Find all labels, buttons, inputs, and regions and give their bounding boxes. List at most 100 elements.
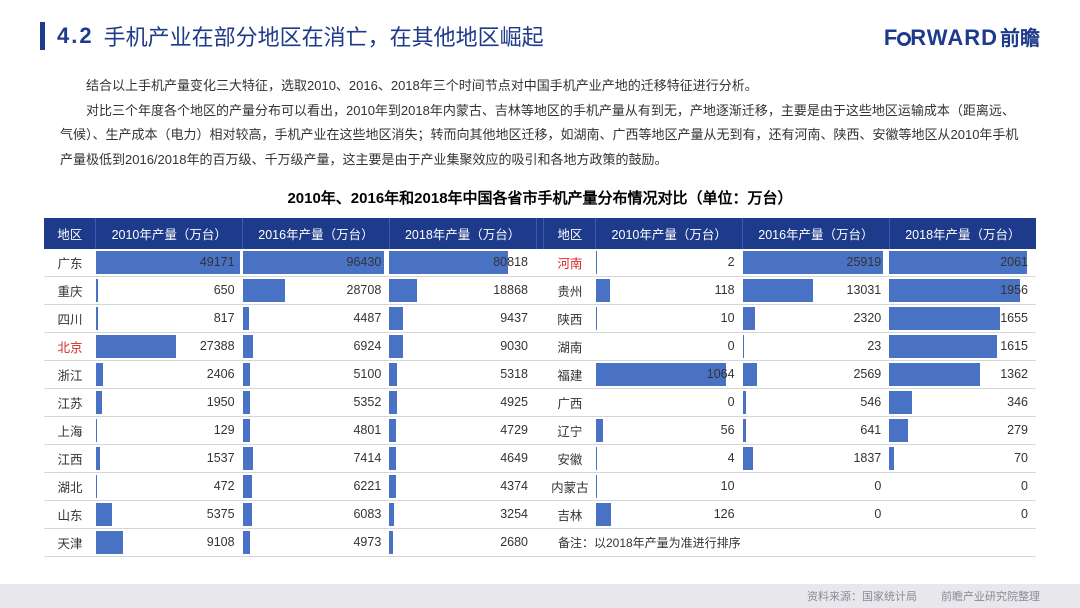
region-cell: 安徽 xyxy=(544,444,596,472)
bar-cell: 650 xyxy=(96,276,243,304)
th-2018-l: 2018年产量（万台） xyxy=(389,218,536,249)
bar-cell: 6924 xyxy=(243,332,390,360)
table-row: 广东 49171 96430 80818 河南 2 25919 2061 xyxy=(44,249,1036,277)
bar-cell: 472 xyxy=(96,472,243,500)
th-2010-l: 2010年产量（万台） xyxy=(96,218,243,249)
gap-cell xyxy=(536,472,544,500)
bar-cell: 0 xyxy=(889,472,1036,500)
gap-cell xyxy=(536,276,544,304)
gap-cell xyxy=(536,249,544,277)
chart-title: 2010年、2016年和2018年中国各省市手机产量分布情况对比（单位：万台） xyxy=(0,187,1080,208)
gap-cell xyxy=(536,500,544,528)
footer-org: 前瞻产业研究院整理 xyxy=(941,588,1040,604)
table-row: 江苏 1950 5352 4925 广西 0 546 346 xyxy=(44,388,1036,416)
bar-cell: 18868 xyxy=(389,276,536,304)
bar-cell: 27388 xyxy=(96,332,243,360)
region-cell: 陕西 xyxy=(544,304,596,332)
bar-cell: 4 xyxy=(596,444,743,472)
bar-cell: 6221 xyxy=(243,472,390,500)
bar-cell: 4374 xyxy=(389,472,536,500)
bar-cell: 641 xyxy=(743,416,890,444)
bar-cell: 9437 xyxy=(389,304,536,332)
gap-cell xyxy=(536,360,544,388)
bar-cell: 9030 xyxy=(389,332,536,360)
th-region-r: 地区 xyxy=(544,218,596,249)
bar-cell: 546 xyxy=(743,388,890,416)
bar-cell: 2320 xyxy=(743,304,890,332)
bar-cell: 0 xyxy=(743,500,890,528)
logo-text-en-2: RWARD xyxy=(910,25,998,51)
page-header: 4.2 手机产业在部分地区在消亡，在其他地区崛起 F RWARD前瞻 xyxy=(0,0,1080,64)
region-cell: 上海 xyxy=(44,416,96,444)
bar-cell: 279 xyxy=(889,416,1036,444)
bar-cell: 0 xyxy=(596,388,743,416)
bar-cell: 5100 xyxy=(243,360,390,388)
th-2016-r: 2016年产量（万台） xyxy=(743,218,890,249)
gap-cell xyxy=(536,416,544,444)
region-cell: 四川 xyxy=(44,304,96,332)
gap-cell xyxy=(536,332,544,360)
gap-cell xyxy=(536,444,544,472)
bar-cell: 0 xyxy=(743,472,890,500)
th-region-l: 地区 xyxy=(44,218,96,249)
bar-cell: 4801 xyxy=(243,416,390,444)
table-row: 江西 1537 7414 4649 安徽 4 1837 70 xyxy=(44,444,1036,472)
bar-cell: 80818 xyxy=(389,249,536,277)
region-cell: 天津 xyxy=(44,528,96,556)
region-cell: 北京 xyxy=(44,332,96,360)
region-cell: 贵州 xyxy=(544,276,596,304)
region-cell: 内蒙古 xyxy=(544,472,596,500)
bar-cell: 56 xyxy=(596,416,743,444)
table-row: 山东 5375 6083 3254 吉林 126 0 0 xyxy=(44,500,1036,528)
bar-cell: 1837 xyxy=(743,444,890,472)
logo-text-zh: 前瞻 xyxy=(1000,22,1040,51)
page-footer: 资料来源：国家统计局 前瞻产业研究院整理 xyxy=(0,584,1080,608)
brand-logo: F RWARD前瞻 xyxy=(884,22,1040,51)
bar-cell: 4973 xyxy=(243,528,390,556)
paragraph-1: 结合以上手机产量变化三大特征，选取2010、2016、2018年三个时间节点对中… xyxy=(60,74,1020,99)
region-cell: 江苏 xyxy=(44,388,96,416)
region-cell: 重庆 xyxy=(44,276,96,304)
table-row: 湖北 472 6221 4374 内蒙古 10 0 0 xyxy=(44,472,1036,500)
region-cell: 河南 xyxy=(544,249,596,277)
bar-cell: 4649 xyxy=(389,444,536,472)
bar-cell: 5352 xyxy=(243,388,390,416)
bar-cell: 2680 xyxy=(389,528,536,556)
region-cell: 广西 xyxy=(544,388,596,416)
region-cell: 浙江 xyxy=(44,360,96,388)
bar-cell: 2061 xyxy=(889,249,1036,277)
section-number: 4.2 xyxy=(57,23,94,49)
table-row: 天津 9108 4973 2680 备注：以2018年产量为准进行排序 xyxy=(44,528,1036,556)
gap-cell xyxy=(536,528,544,556)
bar-cell: 2569 xyxy=(743,360,890,388)
th-2010-r: 2010年产量（万台） xyxy=(596,218,743,249)
region-cell: 江西 xyxy=(44,444,96,472)
bar-cell: 3254 xyxy=(389,500,536,528)
bar-cell: 126 xyxy=(596,500,743,528)
page-title: 手机产业在部分地区在消亡，在其他地区崛起 xyxy=(104,20,544,52)
bar-cell: 49171 xyxy=(96,249,243,277)
region-cell: 湖北 xyxy=(44,472,96,500)
bar-cell: 10 xyxy=(596,304,743,332)
gap-cell xyxy=(536,388,544,416)
title-block: 4.2 手机产业在部分地区在消亡，在其他地区崛起 xyxy=(40,20,544,52)
region-cell: 山东 xyxy=(44,500,96,528)
bar-cell: 1950 xyxy=(96,388,243,416)
bar-cell: 96430 xyxy=(243,249,390,277)
bar-cell: 1956 xyxy=(889,276,1036,304)
table-body: 广东 49171 96430 80818 河南 2 25919 2061 重庆 … xyxy=(44,249,1036,557)
paragraph-2: 对比三个年度各个地区的产量分布可以看出，2010年到2018年内蒙古、吉林等地区… xyxy=(60,99,1020,173)
region-cell: 吉林 xyxy=(544,500,596,528)
bar-cell: 1615 xyxy=(889,332,1036,360)
table-row: 四川 817 4487 9437 陕西 10 2320 1655 xyxy=(44,304,1036,332)
table-row: 浙江 2406 5100 5318 福建 1064 2569 1362 xyxy=(44,360,1036,388)
bar-cell: 6083 xyxy=(243,500,390,528)
logo-text-en-1: F xyxy=(884,25,898,51)
th-2018-r: 2018年产量（万台） xyxy=(889,218,1036,249)
logo-o-icon xyxy=(897,32,911,46)
bar-cell: 70 xyxy=(889,444,1036,472)
bar-cell: 5318 xyxy=(389,360,536,388)
gap-cell xyxy=(536,304,544,332)
footer-source: 资料来源：国家统计局 xyxy=(807,588,917,604)
bar-cell: 0 xyxy=(596,332,743,360)
